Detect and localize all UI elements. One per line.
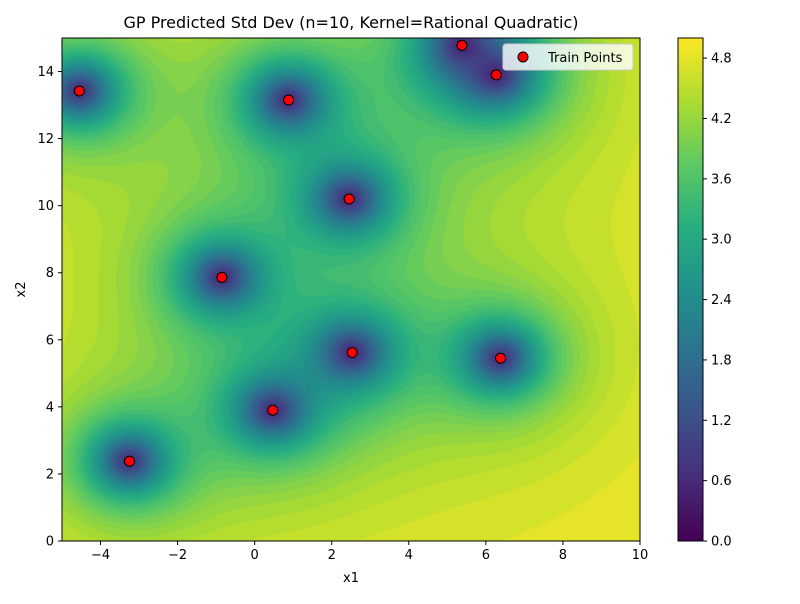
y-tick-label: 0 xyxy=(46,535,54,550)
colorbar-tick-label: 1.8 xyxy=(711,353,732,368)
colorbar-tick-label: 4.2 xyxy=(711,112,732,127)
colorbar-tick-label: 4.8 xyxy=(711,52,732,67)
train-points xyxy=(73,39,507,467)
x-tick-label: 0 xyxy=(251,548,259,563)
colorbar-tick-label: 3.0 xyxy=(711,233,732,248)
y-tick-label: 10 xyxy=(37,199,54,214)
colorbar-tick-label: 1.2 xyxy=(711,414,732,429)
colorbar-tick-label: 0.6 xyxy=(711,474,732,489)
y-axis-label: x2 xyxy=(14,282,29,298)
x-tick-label: 2 xyxy=(328,548,336,563)
contour-field xyxy=(62,38,640,541)
plot-area xyxy=(61,37,641,542)
x-tick-label: −4 xyxy=(91,548,110,563)
legend-label: Train Points xyxy=(547,51,623,66)
colorbar-frame xyxy=(677,37,704,542)
train-point xyxy=(73,85,85,97)
legend: Train Points xyxy=(502,43,634,71)
colorbar-ticks: 0.0 0.6 1.2 1.8 2.4 3.0 3.6 4.2 4.8 xyxy=(703,52,732,550)
y-tick-label: 14 xyxy=(37,65,54,80)
y-tick-label: 4 xyxy=(46,400,54,415)
train-point xyxy=(456,39,468,51)
y-tick-label: 2 xyxy=(46,467,54,482)
legend-box xyxy=(502,43,634,71)
x-axis-label: x1 xyxy=(343,571,359,586)
train-point xyxy=(346,347,358,359)
x-tick-label: 8 xyxy=(559,548,567,563)
x-tick-label: 4 xyxy=(405,548,413,563)
colorbar-tick-label: 3.6 xyxy=(711,172,732,187)
train-point xyxy=(490,69,502,81)
train-point xyxy=(343,193,355,205)
y-axis: 0 2 4 6 8 10 12 14 xyxy=(37,65,62,550)
y-tick-label: 12 xyxy=(37,132,54,147)
train-point xyxy=(495,352,507,364)
plot-frame xyxy=(61,37,641,542)
train-point xyxy=(283,94,295,106)
y-tick-label: 8 xyxy=(46,266,54,281)
chart-title: GP Predicted Std Dev (n=10, Kernel=Ratio… xyxy=(123,13,578,32)
x-tick-label: 6 xyxy=(482,548,490,563)
colorbar-gradient xyxy=(678,38,703,541)
train-point xyxy=(123,455,135,467)
x-axis: −4 −2 0 2 4 6 8 10 xyxy=(91,541,648,563)
y-tick-label: 6 xyxy=(46,333,54,348)
train-point xyxy=(267,404,279,416)
colorbar-tick-label: 0.0 xyxy=(711,535,732,550)
colorbar-tick-label: 2.4 xyxy=(711,293,732,308)
x-tick-label: −2 xyxy=(168,548,187,563)
x-tick-label: 10 xyxy=(632,548,649,563)
train-point xyxy=(216,271,228,283)
colorbar: 0.0 0.6 1.2 1.8 2.4 3.0 3.6 4.2 4.8 xyxy=(677,37,732,550)
legend-marker xyxy=(517,51,529,63)
